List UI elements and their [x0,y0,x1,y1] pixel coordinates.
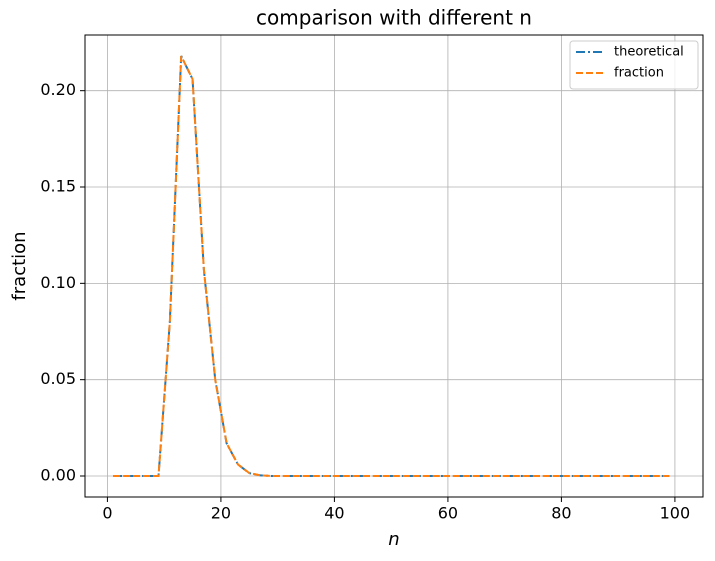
x-tick-label: 40 [324,504,344,523]
x-axis-label: n [388,529,399,550]
y-axis-label: fraction [9,231,30,300]
chart-title: comparison with different n [256,6,532,30]
x-tick-label: 0 [102,504,112,523]
legend-label: theoretical [614,45,684,60]
y-tick-label: 0.05 [40,369,76,388]
y-tick-label: 0.15 [40,177,76,196]
x-tick-label: 60 [438,504,458,523]
line-series [113,55,670,477]
x-tick-label: 20 [211,504,231,523]
line-series [113,55,670,477]
y-tick-label: 0.10 [40,273,76,292]
legend-label: fraction [614,66,664,81]
x-tick-label: 100 [660,504,691,523]
y-tick-label: 0.00 [40,466,76,485]
axes-frame [84,34,704,498]
x-tick-label: 80 [551,504,571,523]
y-tick-label: 0.20 [40,80,76,99]
